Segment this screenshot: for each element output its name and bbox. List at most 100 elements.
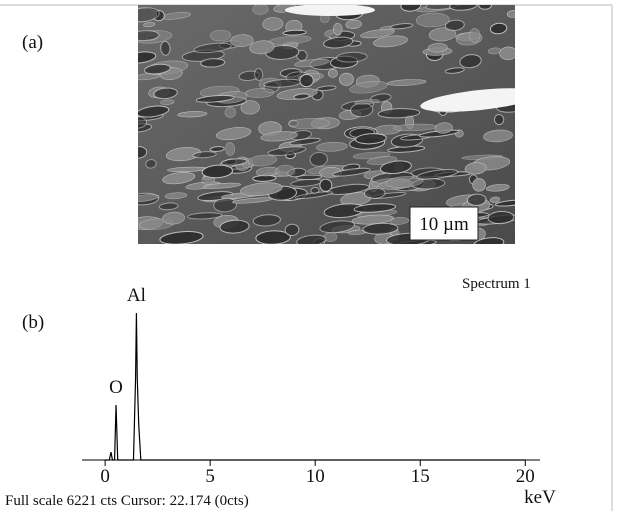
sem-grain: [158, 202, 179, 211]
sem-grain: [224, 107, 237, 118]
sem-grain: [469, 28, 481, 43]
sem-grain: [483, 129, 513, 143]
sem-grain: [201, 164, 234, 179]
peak-label: O: [109, 377, 123, 398]
sem-grain: [416, 168, 459, 180]
sem-grain: [335, 51, 368, 63]
sem-grain: [449, 5, 478, 11]
sem-grain: [400, 5, 422, 12]
sem-grain: [160, 40, 171, 56]
scale-bar-box: [409, 206, 479, 241]
sem-grain: [209, 146, 225, 152]
x-tick-label: 15: [411, 466, 430, 487]
sem-grain: [478, 5, 493, 10]
sem-grain: [138, 194, 160, 203]
sem-grain: [293, 93, 310, 100]
sem-grain: [489, 196, 501, 203]
sem-grain: [249, 40, 275, 55]
sem-grain: [143, 63, 171, 75]
sem-grain: [138, 51, 157, 64]
sem-grain: [254, 67, 264, 82]
sem-grain: [362, 222, 399, 235]
sem-grain: [138, 105, 170, 118]
sem-grain: [333, 22, 343, 36]
sem-grain: [319, 220, 356, 234]
sem-grain: [466, 193, 487, 206]
sem-grain: [177, 111, 208, 118]
sem-grain: [295, 174, 323, 181]
sem-grain: [262, 17, 284, 31]
sem-grain: [363, 187, 386, 199]
plot: 0 5 10 15 20 O Al: [82, 285, 540, 487]
sem-grain: [373, 35, 408, 48]
sem-grain: [282, 29, 307, 36]
sem-grain: [331, 167, 371, 177]
sem-grain: [385, 175, 424, 188]
sem-grain: [215, 127, 252, 141]
sem-grain: [289, 137, 321, 146]
footer: Full scale 6221 cts Cursor: 22.174 (0cts…: [5, 493, 249, 509]
sem-grain: [434, 122, 453, 134]
sem-grain: [230, 34, 254, 47]
sem-grain: [202, 182, 242, 189]
sem-grain: [296, 234, 327, 244]
sem-grain: [316, 141, 348, 152]
sem-grain: [309, 151, 328, 167]
scale-bar: 10 µm: [419, 214, 469, 235]
spectrum-line: [105, 312, 526, 461]
sem-grain: [138, 116, 148, 129]
sem-grain: [138, 146, 148, 159]
x-axis-label: keV: [524, 487, 556, 508]
sem-grain: [160, 99, 175, 105]
x-tick-label: 5: [205, 466, 215, 487]
sem-grain: [415, 12, 450, 28]
sem-grain: [489, 22, 508, 35]
sem-grain: [316, 85, 337, 92]
sem-grain: [200, 58, 226, 68]
sem-grain: [485, 184, 510, 192]
panel-label: (a): [22, 32, 43, 53]
sem-grain: [247, 154, 278, 167]
sem-grain: [444, 19, 465, 31]
sem-grain: [499, 46, 515, 61]
sem-grain: [349, 81, 388, 94]
panel-label: (b): [22, 312, 44, 333]
x-tick-label: 20: [516, 466, 535, 487]
sem-grain: [138, 7, 160, 23]
sem-grain: [162, 172, 196, 185]
sem-grain: [327, 69, 338, 78]
sem-grain: [389, 216, 410, 225]
sem-grain: [187, 212, 223, 220]
sem-grain: [487, 210, 515, 225]
sem-grain: [240, 100, 260, 115]
x-tick-label: 10: [306, 466, 325, 487]
sem-grain: [339, 72, 354, 86]
sem-grain: [153, 87, 178, 100]
sem-grain: [220, 158, 248, 166]
chart-title: Spectrum 1: [462, 276, 531, 292]
sem-grain: [260, 131, 298, 142]
sem-grain: [195, 94, 235, 103]
sem-grain: [353, 203, 397, 213]
sem-grain: [319, 178, 333, 192]
sem-grain: [288, 118, 331, 130]
sem-grain: [444, 67, 465, 74]
sem-grain: [225, 142, 236, 156]
sem-grain: [231, 197, 274, 204]
sem-grain: [193, 42, 232, 54]
sem-grain: [219, 219, 250, 234]
sem-grain: [459, 54, 482, 69]
sem-grain: [366, 156, 398, 165]
sem-grain: [275, 164, 296, 177]
sem-grain: [284, 223, 300, 237]
peak-label: Al: [127, 285, 146, 306]
sem-grain: [464, 162, 487, 175]
sem-grain: [493, 114, 505, 126]
sem-grain: [159, 230, 204, 244]
sem-grain: [267, 146, 307, 156]
sem-grain: [323, 36, 354, 49]
sem-grain: [240, 182, 283, 197]
sem-grain: [192, 151, 217, 159]
sem-grain: [472, 178, 486, 192]
